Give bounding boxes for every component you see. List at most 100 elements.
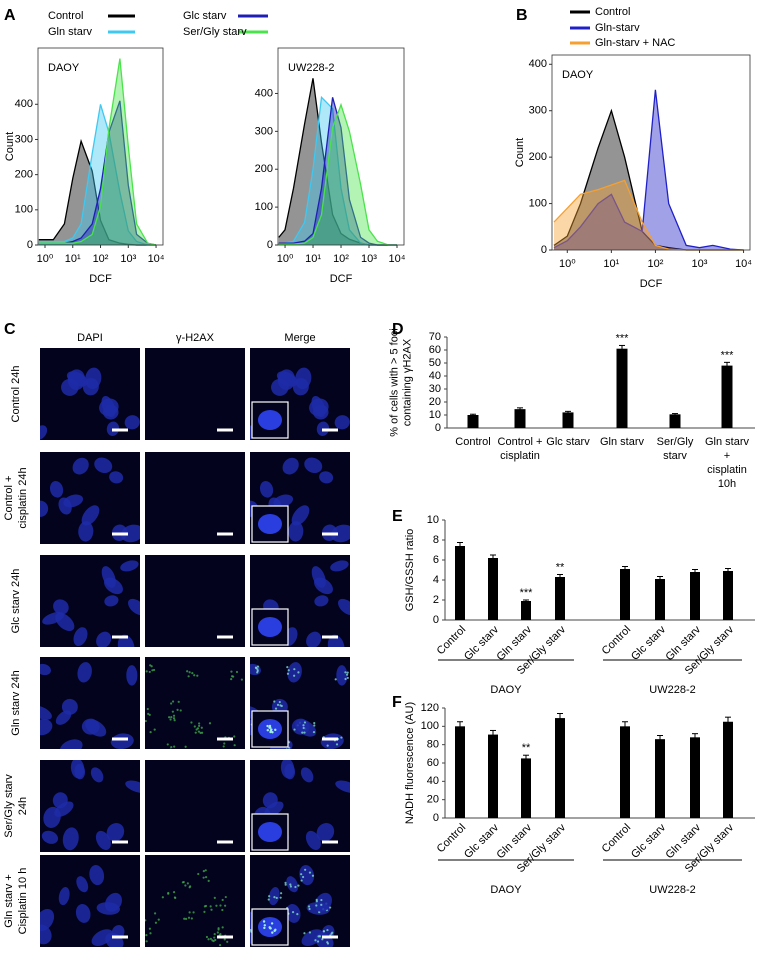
nucleus	[314, 577, 333, 595]
y-tick-label: 400	[255, 87, 273, 99]
row-label: cisplatin 24h	[17, 467, 29, 528]
focus	[293, 668, 296, 671]
bar	[521, 601, 531, 620]
focus	[296, 913, 299, 916]
y-tick-label: 200	[15, 169, 33, 181]
focus	[232, 675, 235, 678]
nucleus	[316, 823, 335, 842]
focus	[157, 918, 160, 921]
y-tick-label: 60	[429, 344, 441, 356]
focus	[209, 905, 212, 908]
micrograph	[145, 855, 245, 947]
focus	[297, 671, 300, 674]
inset-nucleus	[258, 617, 282, 637]
focus	[307, 905, 311, 908]
nucleus	[59, 739, 83, 749]
error-bar	[657, 735, 663, 743]
group-label: UW228-2	[649, 684, 695, 696]
focus	[170, 716, 173, 719]
bar	[488, 734, 498, 818]
focus	[224, 895, 227, 899]
focus	[153, 728, 156, 731]
focus	[284, 881, 287, 884]
focus	[172, 714, 176, 717]
focus	[145, 670, 148, 673]
focus	[284, 883, 287, 886]
focus	[286, 672, 290, 675]
column-label: Merge	[284, 332, 315, 344]
bar	[723, 571, 733, 620]
focus	[276, 703, 280, 706]
bar	[655, 739, 665, 818]
x-axis-label: DCF	[640, 278, 663, 290]
focus	[230, 670, 233, 673]
nucleus	[319, 471, 334, 484]
bar	[521, 758, 531, 818]
focus	[274, 707, 278, 710]
y-tick-label: 0	[433, 614, 439, 626]
significance: ***	[721, 349, 735, 361]
legend-label: Ser/Gly starv	[183, 26, 247, 38]
column-label: γ-H2AX	[176, 332, 215, 344]
focus	[173, 719, 176, 722]
nucleus	[300, 767, 314, 783]
error-bar	[490, 729, 496, 739]
focus	[146, 707, 149, 711]
focus	[145, 719, 147, 723]
y-tick-label: 0	[27, 239, 33, 251]
error-bar	[657, 576, 663, 582]
focus	[218, 944, 222, 947]
panel-letter: A	[4, 7, 16, 24]
y-tick-label: 80	[427, 739, 439, 751]
micrograph	[40, 855, 140, 947]
nucleus	[259, 480, 274, 498]
focus	[219, 932, 222, 936]
focus	[173, 896, 177, 899]
focus	[177, 700, 180, 703]
focus	[315, 904, 318, 907]
focus	[192, 911, 195, 914]
focus	[235, 670, 239, 674]
bar	[669, 414, 681, 428]
focus	[145, 919, 147, 922]
focus	[172, 891, 176, 894]
x-tick-label: Control +	[498, 436, 543, 448]
nucleus	[330, 560, 349, 572]
focus	[170, 746, 173, 749]
nucleus	[70, 760, 85, 779]
y-axis-label: % of cells with > 5 foci	[388, 328, 400, 437]
error-bar	[523, 599, 529, 602]
panel-letter: B	[516, 7, 528, 24]
focus	[288, 746, 291, 749]
focus	[186, 882, 189, 885]
focus	[198, 724, 201, 728]
bar	[721, 365, 733, 428]
inset-nucleus	[258, 514, 282, 534]
focus	[140, 709, 142, 711]
chart-title: UW228-2	[288, 62, 334, 74]
y-tick-label: 0	[541, 244, 547, 256]
area-fill	[554, 110, 744, 250]
inset-focus	[262, 920, 266, 923]
error-bar	[490, 554, 496, 561]
nucleus	[62, 827, 79, 851]
focus	[184, 745, 187, 748]
focus	[166, 743, 169, 746]
focus	[318, 935, 322, 938]
inset-focus	[271, 731, 274, 734]
focus	[213, 896, 216, 899]
nucleus	[304, 457, 323, 474]
y-tick-label: 0	[267, 239, 273, 251]
x-tick-label: Gln starv	[705, 436, 750, 448]
micrograph	[250, 760, 350, 852]
focus	[346, 671, 349, 674]
nucleus	[90, 767, 104, 783]
nucleus	[264, 801, 284, 817]
focus	[190, 917, 193, 920]
area-fill	[38, 100, 157, 245]
x-tick-label: 10³	[361, 253, 377, 265]
plot-frame	[551, 54, 751, 251]
focus	[191, 671, 194, 675]
focus	[188, 886, 191, 889]
area-fill	[554, 180, 744, 250]
